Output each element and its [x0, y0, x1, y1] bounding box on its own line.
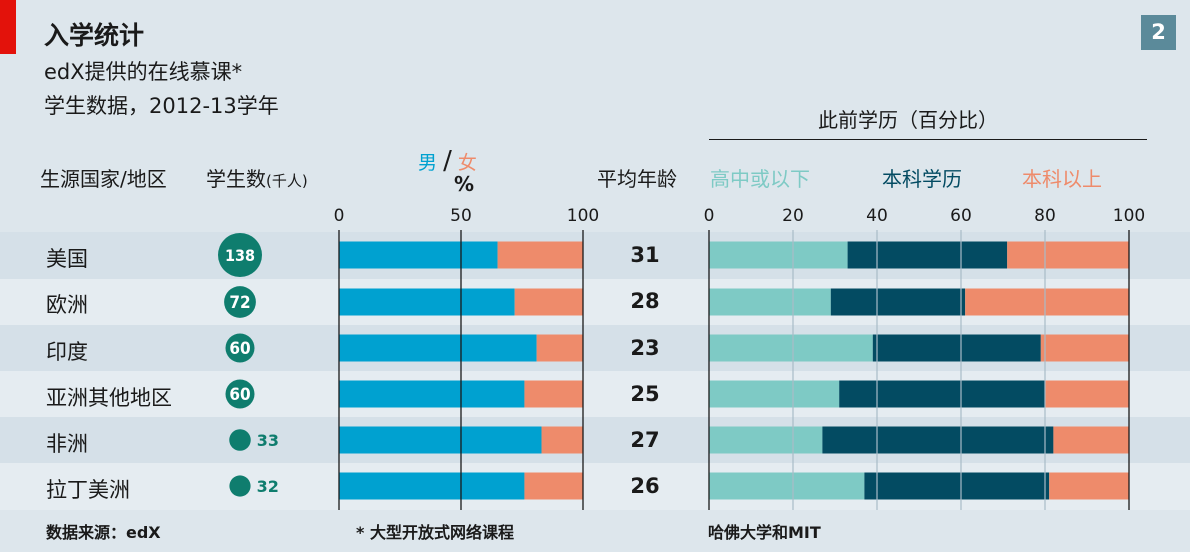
edu-tick-label: 20: [782, 206, 804, 226]
edu-tick-label: 60: [950, 206, 972, 226]
bar-edu-low: [709, 288, 831, 316]
bar-female: [536, 334, 583, 362]
bar-edu-low: [709, 426, 823, 454]
bar-male: [339, 241, 498, 269]
country-label: 美国: [46, 247, 88, 271]
avg-age-value: 26: [630, 474, 660, 498]
student-count-label: 33: [257, 431, 279, 450]
bar-edu-mid: [830, 288, 966, 316]
student-count-label: 60: [229, 339, 250, 359]
bar-edu-mid: [872, 334, 1041, 362]
bar-male: [339, 472, 525, 500]
student-bubble: [224, 286, 256, 318]
student-bubble: [218, 233, 262, 277]
edu-tick-label: 80: [1034, 206, 1056, 226]
country-label: 印度: [46, 340, 88, 364]
bar-female: [497, 241, 583, 269]
header-avg-age: 平均年龄: [597, 167, 677, 191]
bar-edu-low: [709, 241, 848, 269]
header-students-label: 学生数: [206, 167, 266, 191]
bar-edu-low: [709, 380, 840, 408]
chart-subtitle-2: 学生数据，2012-13学年: [44, 94, 279, 118]
country-label: 欧洲: [46, 293, 88, 317]
bar-male: [339, 426, 542, 454]
chart-number-badge: 2: [1141, 15, 1176, 50]
country-label: 亚洲其他地区: [46, 386, 172, 410]
avg-age-value: 23: [630, 336, 660, 360]
student-count-label: 32: [257, 477, 279, 496]
student-bubble: [229, 429, 251, 451]
header-slash: /: [443, 146, 452, 176]
header-education-title: 此前学历（百分比）: [818, 108, 998, 132]
bar-edu-high: [1049, 472, 1129, 500]
legend-edu-low: 高中或以下: [710, 167, 810, 191]
bar-edu-low: [709, 334, 873, 362]
edu-tick-label: 40: [866, 206, 888, 226]
bar-female: [524, 472, 583, 500]
bar-male: [339, 334, 537, 362]
header-percent: %: [454, 172, 475, 196]
avg-age-value: 27: [630, 428, 660, 452]
bar-edu-mid: [847, 241, 1008, 269]
footer-credit: 哈佛大学和MIT: [708, 523, 821, 542]
gender-tick-label: 0: [334, 206, 345, 226]
chart-subtitle: edX提供的在线慕课*: [44, 60, 243, 84]
gender-tick-label: 100: [567, 206, 599, 226]
bar-edu-mid: [864, 472, 1050, 500]
bar-female: [514, 288, 583, 316]
avg-age-value: 25: [630, 382, 660, 406]
avg-age-value: 28: [630, 289, 660, 313]
edu-tick-label: 0: [704, 206, 715, 226]
bar-edu-high: [1040, 334, 1129, 362]
bar-male: [339, 380, 525, 408]
bar-edu-high: [1053, 426, 1129, 454]
legend-edu-high: 本科以上: [1022, 167, 1102, 191]
student-count-label: 60: [229, 385, 250, 405]
student-bubble: [225, 333, 255, 363]
student-count-label: 72: [229, 293, 250, 313]
country-label: 非洲: [46, 432, 88, 456]
student-bubble: [229, 475, 251, 497]
bar-edu-mid: [822, 426, 1054, 454]
bar-edu-high: [1007, 241, 1129, 269]
header-female: 女: [457, 152, 477, 174]
student-bubble: [225, 379, 255, 409]
gender-tick-label: 50: [450, 206, 472, 226]
bar-edu-low: [709, 472, 865, 500]
edu-tick-label: 100: [1113, 206, 1145, 226]
header-male: 男: [418, 152, 438, 174]
footer-note: * 大型开放式网络课程: [356, 523, 514, 542]
bar-male: [339, 288, 515, 316]
header-education-rule: [709, 139, 1147, 140]
chart-title: 入学统计: [44, 21, 145, 50]
avg-age-value: 31: [630, 243, 660, 267]
header-students: 学生数(千人): [206, 163, 308, 192]
bar-edu-mid: [839, 380, 1045, 408]
bar-edu-high: [1045, 380, 1129, 408]
country-label: 拉丁美洲: [46, 478, 130, 502]
bar-female: [541, 426, 583, 454]
accent-tab: [0, 0, 16, 54]
header-country: 生源国家/地区: [40, 167, 167, 191]
header-gender: 男 / 女: [418, 146, 477, 176]
legend-edu-mid: 本科学历: [882, 167, 962, 191]
student-count-label: 138: [225, 246, 255, 265]
footer-source: 数据来源：edX: [46, 523, 161, 542]
bar-edu-high: [965, 288, 1129, 316]
header-students-unit: (千人): [266, 172, 308, 190]
bar-female: [524, 380, 583, 408]
